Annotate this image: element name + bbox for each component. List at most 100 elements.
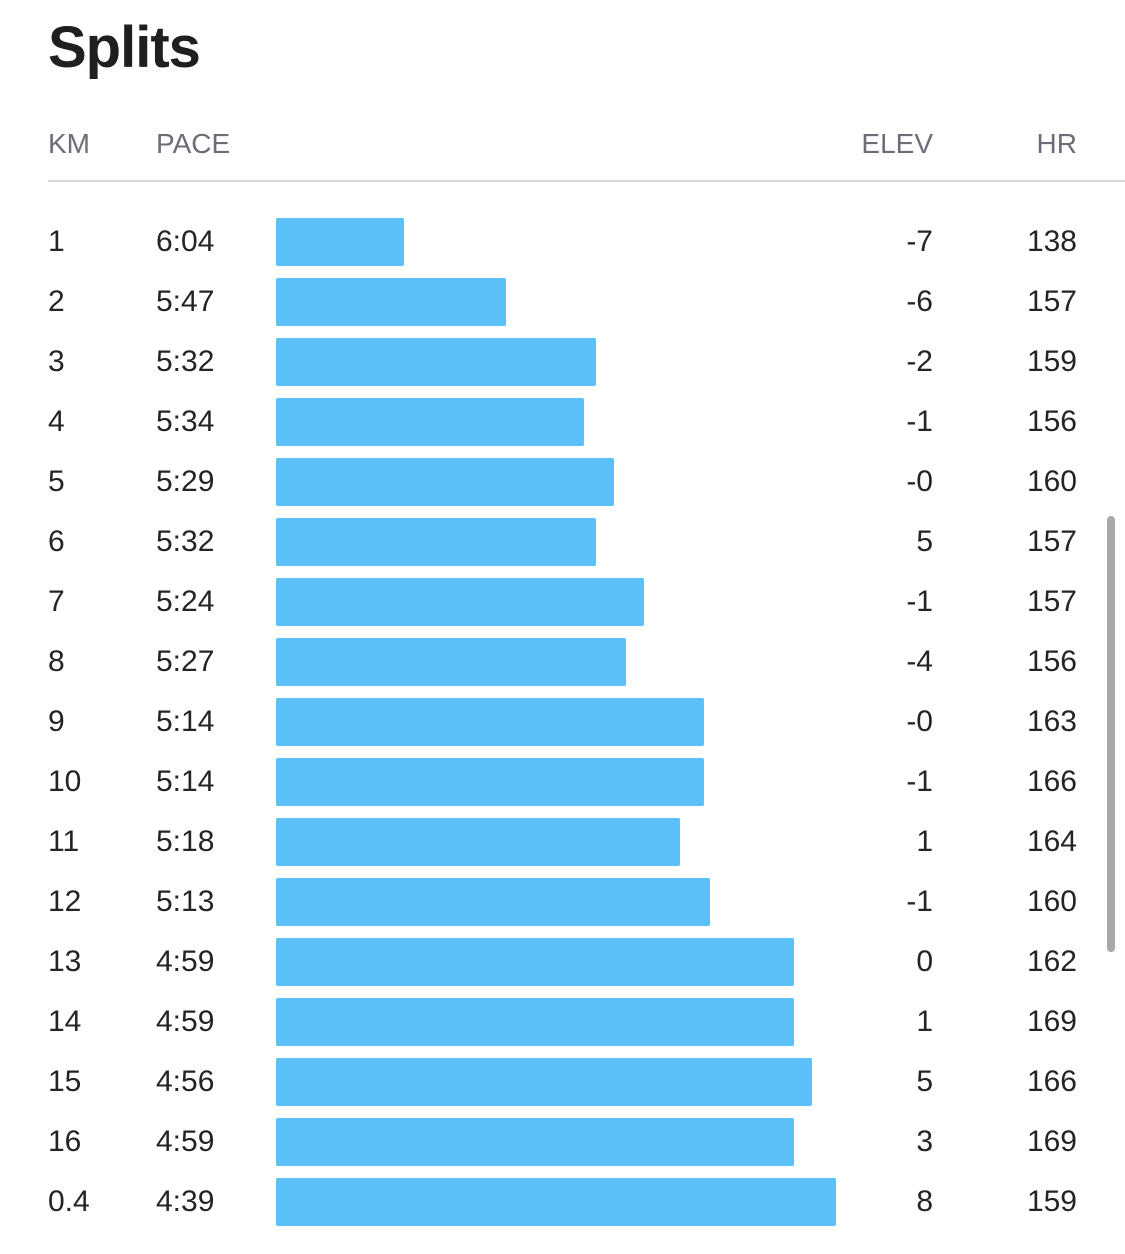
pace-bar (276, 218, 404, 266)
pace-bar (276, 878, 710, 926)
split-hr: 160 (1026, 465, 1077, 498)
pace-bar (276, 578, 644, 626)
pace-bar (276, 1118, 794, 1166)
split-hr: 159 (1026, 345, 1077, 378)
split-pace: 5:47 (156, 285, 215, 318)
column-header-elev: ELEV (861, 128, 933, 159)
splits-list: 1 6:04 -7 138 2 5:47 -6 157 3 5:32 -2 159 4 5:34 -1 156… (0, 212, 1125, 1232)
split-hr: 157 (1026, 285, 1077, 318)
split-elev: 8 (916, 1185, 933, 1218)
split-row[interactable]: 4 5:34 -1 156 (0, 392, 1125, 452)
split-elev: -1 (906, 585, 933, 618)
split-pace: 5:27 (156, 645, 215, 678)
column-header-pace: PACE (156, 128, 231, 159)
pace-bar (276, 518, 596, 566)
page-title: Splits (48, 15, 201, 80)
pace-bar (276, 758, 704, 806)
split-elev: -1 (906, 405, 933, 438)
split-elev: 0 (916, 945, 933, 978)
split-km: 11 (48, 825, 80, 858)
split-elev: 1 (916, 825, 933, 858)
splits-table-header: KM PACE ELEV HR (0, 124, 1125, 164)
split-elev: -6 (906, 285, 933, 318)
split-pace: 5:29 (156, 465, 215, 498)
split-row[interactable]: 9 5:14 -0 163 (0, 692, 1125, 752)
split-hr: 164 (1026, 825, 1077, 858)
split-hr: 156 (1026, 405, 1077, 438)
split-pace: 4:39 (156, 1185, 215, 1218)
pace-bar (276, 1178, 836, 1226)
split-pace: 5:34 (156, 405, 215, 438)
split-pace: 5:14 (156, 765, 215, 798)
split-hr: 160 (1026, 885, 1077, 918)
split-hr: 157 (1026, 585, 1077, 618)
split-row[interactable]: 6 5:32 5 157 (0, 512, 1125, 572)
split-pace: 5:24 (156, 585, 215, 618)
split-hr: 157 (1026, 525, 1077, 558)
split-km: 6 (48, 525, 65, 558)
split-km: 9 (48, 705, 65, 738)
split-hr: 166 (1026, 765, 1077, 798)
split-pace: 4:59 (156, 1005, 215, 1038)
pace-bar (276, 1058, 812, 1106)
split-row[interactable]: 13 4:59 0 162 (0, 932, 1125, 992)
split-elev: -7 (906, 225, 933, 258)
split-km: 13 (48, 945, 82, 978)
split-km: 7 (48, 585, 65, 618)
split-pace: 5:32 (156, 345, 215, 378)
pace-bar (276, 698, 704, 746)
split-elev: -1 (906, 765, 933, 798)
header-divider (48, 180, 1125, 182)
split-pace: 6:04 (156, 225, 215, 258)
column-header-hr: HR (1036, 128, 1077, 159)
split-hr: 138 (1026, 225, 1077, 258)
split-km: 3 (48, 345, 65, 378)
column-header-km: KM (48, 128, 90, 159)
split-elev: -1 (906, 885, 933, 918)
split-row[interactable]: 16 4:59 3 169 (0, 1112, 1125, 1172)
split-hr: 163 (1026, 705, 1077, 738)
split-row[interactable]: 3 5:32 -2 159 (0, 332, 1125, 392)
split-row[interactable]: 12 5:13 -1 160 (0, 872, 1125, 932)
split-row[interactable]: 8 5:27 -4 156 (0, 632, 1125, 692)
split-km: 0.4 (48, 1185, 90, 1218)
split-pace: 5:14 (156, 705, 215, 738)
split-km: 5 (48, 465, 65, 498)
split-row[interactable]: 1 6:04 -7 138 (0, 212, 1125, 272)
pace-bar (276, 998, 794, 1046)
split-elev: -2 (906, 345, 933, 378)
split-pace: 4:56 (156, 1065, 215, 1098)
split-hr: 169 (1026, 1005, 1077, 1038)
split-row[interactable]: 5 5:29 -0 160 (0, 452, 1125, 512)
split-pace: 4:59 (156, 945, 215, 978)
split-km: 15 (48, 1065, 82, 1098)
split-row[interactable]: 14 4:59 1 169 (0, 992, 1125, 1052)
split-row[interactable]: 0.4 4:39 8 159 (0, 1172, 1125, 1232)
split-hr: 166 (1026, 1065, 1077, 1098)
split-elev: 3 (916, 1125, 933, 1158)
split-pace: 4:59 (156, 1125, 215, 1158)
split-km: 4 (48, 405, 65, 438)
pace-bar (276, 338, 596, 386)
pace-bar (276, 818, 680, 866)
split-row[interactable]: 2 5:47 -6 157 (0, 272, 1125, 332)
split-elev: -0 (906, 705, 933, 738)
split-km: 10 (48, 765, 82, 798)
pace-bar (276, 398, 584, 446)
scrollbar[interactable] (1107, 516, 1115, 952)
split-km: 12 (48, 885, 82, 918)
split-km: 1 (48, 225, 65, 258)
split-pace: 5:18 (156, 825, 215, 858)
split-row[interactable]: 10 5:14 -1 166 (0, 752, 1125, 812)
split-km: 14 (48, 1005, 82, 1038)
split-pace: 5:13 (156, 885, 215, 918)
split-km: 2 (48, 285, 65, 318)
split-hr: 159 (1026, 1185, 1077, 1218)
split-row[interactable]: 7 5:24 -1 157 (0, 572, 1125, 632)
split-row[interactable]: 11 5:18 1 164 (0, 812, 1125, 872)
pace-bar (276, 638, 626, 686)
pace-bar (276, 458, 614, 506)
split-row[interactable]: 15 4:56 5 166 (0, 1052, 1125, 1112)
pace-bar (276, 938, 794, 986)
split-elev: 1 (916, 1005, 933, 1038)
